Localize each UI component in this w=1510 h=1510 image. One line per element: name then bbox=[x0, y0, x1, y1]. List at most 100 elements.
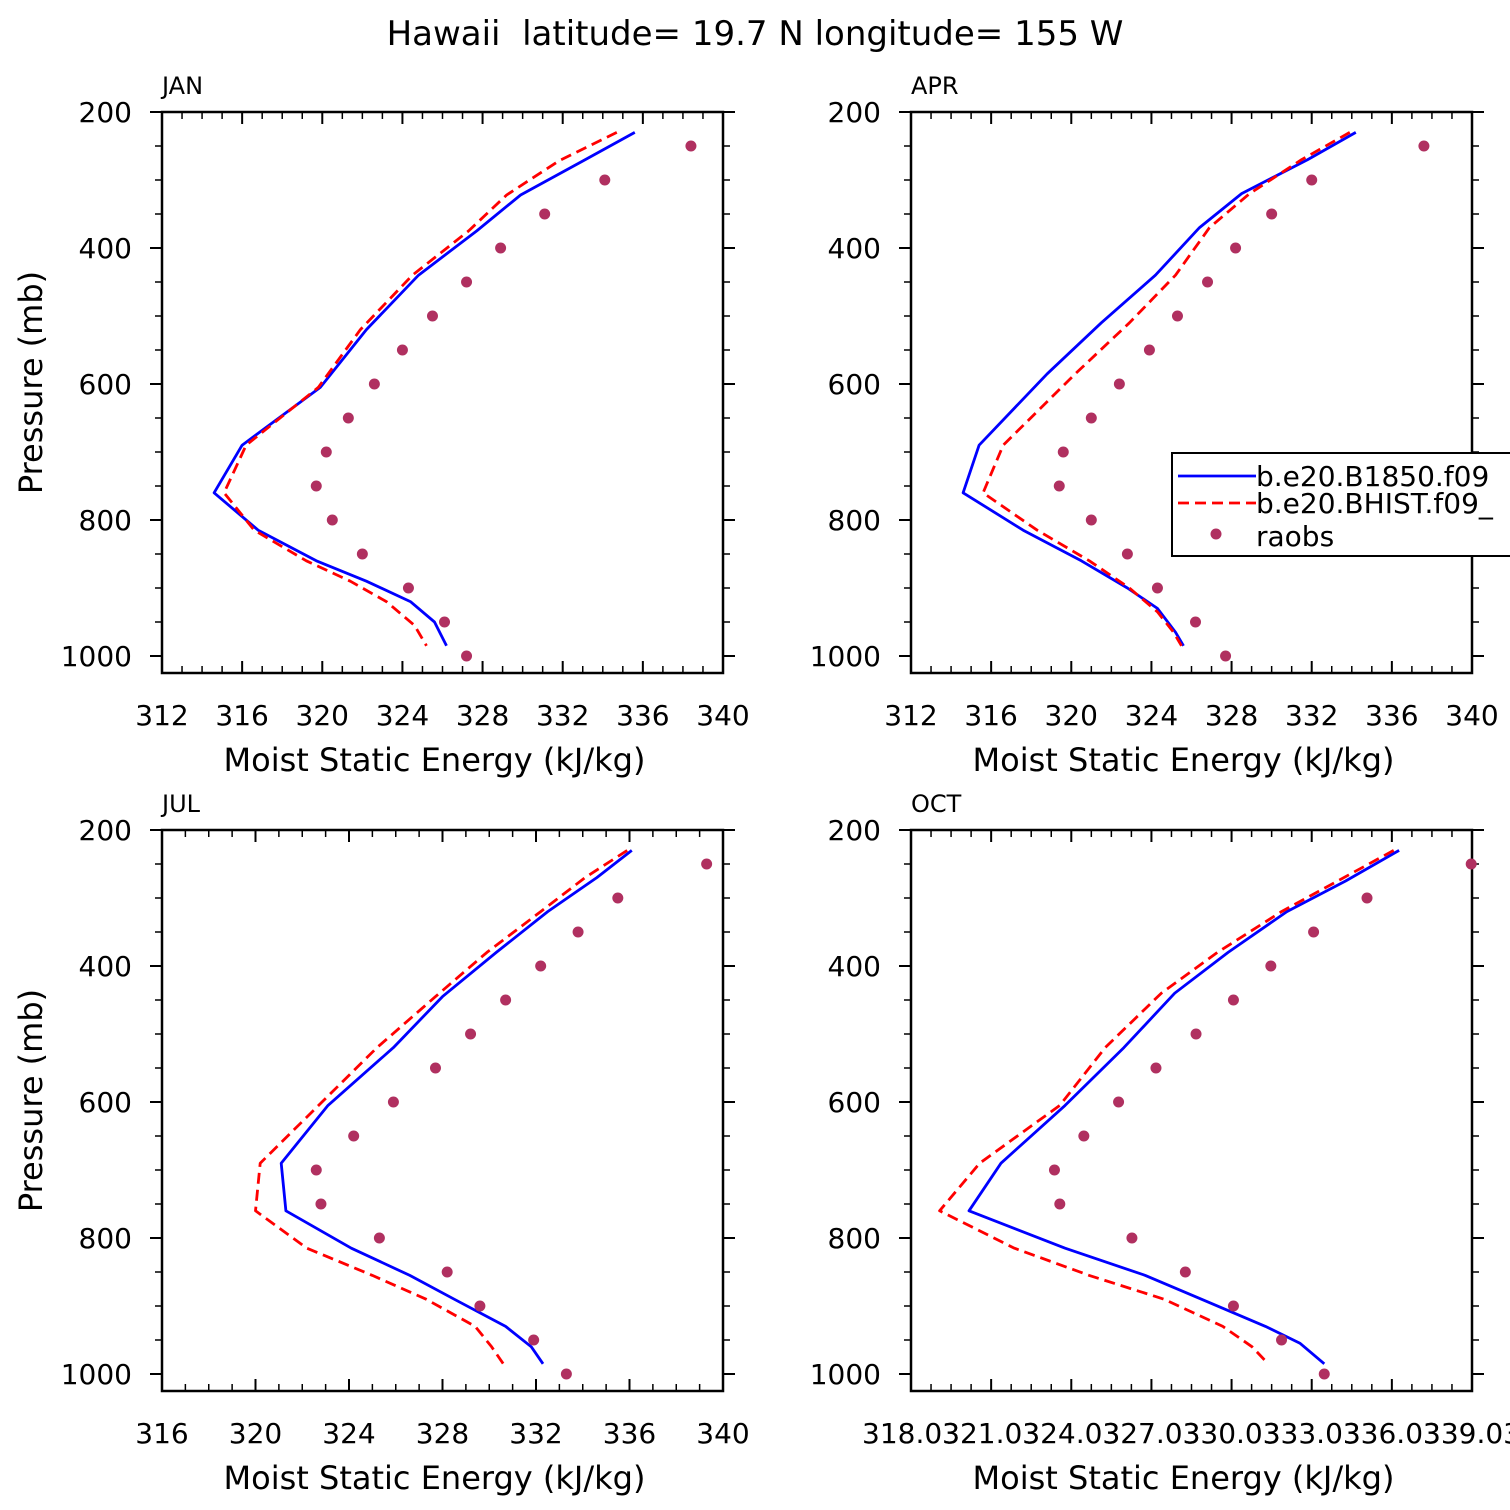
raobs-point bbox=[326, 514, 338, 526]
b1850-line bbox=[961, 131, 1357, 647]
raobs-point bbox=[1150, 1062, 1162, 1074]
b1850-line bbox=[967, 849, 1400, 1365]
x-tick-label: 340 bbox=[696, 699, 749, 732]
x-tick-label: 316 bbox=[135, 1417, 188, 1450]
bhist-line bbox=[222, 131, 618, 647]
panel-label: JUL bbox=[160, 790, 201, 818]
y-tick-label: 800 bbox=[79, 1222, 132, 1255]
x-axis-label: Moist Static Energy (kJ/kg) bbox=[224, 741, 646, 779]
panel-label: OCT bbox=[911, 790, 962, 818]
series-bhist bbox=[981, 131, 1351, 647]
raobs-point bbox=[1227, 994, 1239, 1006]
series-bhist bbox=[222, 131, 618, 647]
raobs-point bbox=[1418, 140, 1430, 152]
x-tick-label: 324.03 bbox=[1022, 1417, 1120, 1450]
raobs-point bbox=[1230, 242, 1242, 254]
x-tick-label: 330.03 bbox=[1183, 1417, 1281, 1450]
raobs-point bbox=[1318, 1368, 1330, 1380]
raobs-point bbox=[439, 616, 451, 628]
legend-marker-raobs bbox=[1210, 528, 1222, 540]
raobs-point bbox=[441, 1266, 453, 1278]
raobs-point bbox=[1179, 1266, 1191, 1278]
b1850-line bbox=[212, 131, 636, 647]
x-tick-label: 320 bbox=[296, 699, 349, 732]
y-axis-label: Pressure (mb) bbox=[12, 271, 50, 494]
raobs-point bbox=[402, 582, 414, 594]
raobs-point bbox=[528, 1334, 540, 1346]
plot-frame bbox=[160, 828, 725, 1393]
raobs-point bbox=[310, 480, 322, 492]
raobs-point bbox=[1465, 858, 1477, 870]
raobs-point bbox=[572, 926, 584, 938]
raobs-point bbox=[1085, 412, 1097, 424]
raobs-point bbox=[461, 276, 473, 288]
panel-jan: JAN 312 316 320 324 328 332 336 340 200 400 600 800 1… bbox=[12, 72, 750, 779]
y-tick-label: 1000 bbox=[61, 640, 132, 673]
raobs-point bbox=[500, 994, 512, 1006]
bhist-line bbox=[981, 131, 1351, 647]
raobs-point bbox=[356, 548, 368, 560]
bhist-line bbox=[254, 849, 628, 1365]
raobs-point bbox=[1171, 310, 1183, 322]
y-tick-label: 600 bbox=[79, 368, 132, 401]
raobs-point bbox=[1121, 548, 1133, 560]
y-tick-label: 400 bbox=[79, 232, 132, 265]
raobs-point bbox=[599, 174, 611, 186]
raobs-point bbox=[1126, 1232, 1138, 1244]
raobs-point bbox=[1276, 1334, 1288, 1346]
raobs-point bbox=[1048, 1164, 1060, 1176]
raobs-point bbox=[1054, 1198, 1066, 1210]
panel-oct: OCT318.03321.03324.03327.03330.03333.033… bbox=[810, 790, 1510, 1497]
y-tick-label: 200 bbox=[828, 96, 881, 129]
series-b1850 bbox=[212, 131, 636, 647]
raobs-point bbox=[373, 1232, 385, 1244]
raobs-point bbox=[1308, 926, 1320, 938]
raobs-point bbox=[535, 960, 547, 972]
raobs-point bbox=[539, 208, 551, 220]
y-tick-label: 200 bbox=[828, 814, 881, 847]
series-raobs bbox=[310, 140, 697, 662]
series-raobs bbox=[310, 858, 713, 1380]
x-tick-label: 327.03 bbox=[1102, 1417, 1200, 1450]
x-tick-label: 336 bbox=[1365, 699, 1418, 732]
plot-frame bbox=[160, 110, 725, 675]
raobs-point bbox=[368, 378, 380, 390]
raobs-point bbox=[1078, 1130, 1090, 1142]
legend-label: b.e20.B1850.f09 bbox=[1256, 460, 1489, 493]
raobs-point bbox=[348, 1130, 360, 1142]
raobs-point bbox=[387, 1096, 399, 1108]
raobs-point bbox=[1085, 514, 1097, 526]
y-axis-label: Pressure (mb) bbox=[12, 989, 50, 1212]
plot-frame bbox=[909, 110, 1474, 675]
raobs-point bbox=[1190, 616, 1202, 628]
y-tick-label: 800 bbox=[828, 1222, 881, 1255]
raobs-point bbox=[1190, 1028, 1202, 1040]
x-tick-label: 328 bbox=[416, 1417, 469, 1450]
x-tick-label: 339.03 bbox=[1423, 1417, 1510, 1450]
raobs-point bbox=[1266, 208, 1278, 220]
bhist-line bbox=[938, 849, 1395, 1365]
raobs-point bbox=[465, 1028, 477, 1040]
x-tick-label: 324 bbox=[1125, 699, 1178, 732]
y-tick-label: 1000 bbox=[810, 1358, 881, 1391]
x-axis-label: Moist Static Energy (kJ/kg) bbox=[973, 1459, 1395, 1497]
x-tick-label: 321.03 bbox=[942, 1417, 1040, 1450]
raobs-point bbox=[1220, 650, 1232, 662]
figure-title: Hawaii latitude= 19.7 N longitude= 155 W bbox=[387, 14, 1124, 54]
y-tick-label: 400 bbox=[828, 950, 881, 983]
series-bhist bbox=[254, 849, 628, 1365]
y-tick-label: 1000 bbox=[61, 1358, 132, 1391]
x-tick-label: 340 bbox=[1445, 699, 1498, 732]
raobs-point bbox=[426, 310, 438, 322]
x-tick-label: 324 bbox=[322, 1417, 375, 1450]
legend-label: b.e20.BHIST.f09_ bbox=[1256, 487, 1494, 520]
series-b1850 bbox=[961, 131, 1357, 647]
series-b1850 bbox=[279, 849, 633, 1365]
x-tick-label: 324 bbox=[376, 699, 429, 732]
x-axis-label: Moist Static Energy (kJ/kg) bbox=[973, 741, 1395, 779]
panel-label: APR bbox=[911, 72, 959, 100]
raobs-point bbox=[342, 412, 354, 424]
raobs-point bbox=[429, 1062, 441, 1074]
x-tick-label: 336 bbox=[616, 699, 669, 732]
